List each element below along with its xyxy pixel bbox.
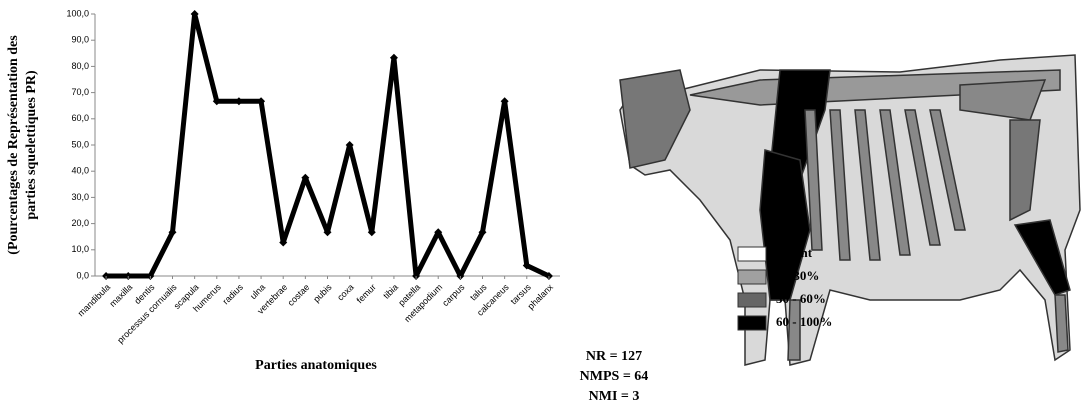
x-tick-label: tibia [381, 282, 400, 301]
y-axis-title: (Pourcentages de Représentation des [6, 35, 21, 255]
marker [478, 228, 487, 237]
y-tick-label: 40,0 [71, 166, 89, 176]
x-tick-label: ulna [248, 282, 267, 301]
x-tick-label: costae [286, 282, 312, 308]
marker [345, 141, 354, 149]
y-tick-label: 50,0 [71, 139, 89, 149]
legend-swatch [737, 269, 767, 285]
marker [257, 97, 266, 106]
marker [190, 10, 199, 18]
marker [279, 238, 288, 247]
x-axis-title: Parties anatomiques [255, 358, 377, 373]
x-tick-label: maxilla [107, 282, 134, 309]
x-tick-label: femur [355, 282, 378, 305]
stat-label: NR = 127 [586, 349, 642, 364]
x-tick-label: pubis [311, 282, 334, 305]
y-axis-title: parties squelettiques PR) [24, 70, 39, 220]
y-tick-label: 30,0 [71, 192, 89, 202]
line [106, 11, 550, 279]
marker [389, 53, 398, 62]
y-tick-label: 90,0 [71, 35, 89, 45]
marker [168, 228, 177, 237]
marker [234, 97, 243, 106]
marker [434, 228, 443, 237]
x-tick-label: coxa [335, 282, 356, 303]
y-tick-label: 70,0 [71, 87, 89, 97]
x-tick-label: carpus [440, 282, 467, 309]
marker [212, 97, 221, 106]
legend-swatch [737, 246, 767, 262]
y-tick-label: 100,0 [66, 8, 89, 18]
y-tick-label: 10,0 [71, 244, 89, 254]
legend-label: 60 - 100% [776, 314, 832, 329]
legend-label: 30 - 60% [776, 291, 826, 306]
y-tick-label: 0,0 [76, 270, 89, 280]
marker [522, 261, 531, 270]
cow-illustration [619, 54, 1081, 366]
marker [323, 228, 332, 237]
y-tick-label: 80,0 [71, 61, 89, 71]
legend-swatch [737, 315, 767, 331]
marker [367, 228, 376, 237]
x-tick-label: radius [221, 282, 246, 307]
y-tick-label: 60,0 [71, 113, 89, 123]
y-tick-label: 20,0 [71, 218, 89, 228]
stat-label: NMI = 3 [589, 389, 640, 404]
marker [500, 97, 509, 106]
legend-label: 0 - 30% [776, 268, 819, 283]
marker [301, 173, 310, 182]
legend-label: absent [776, 245, 813, 260]
legend-swatch [737, 292, 767, 308]
x-tick-label: phalanx [526, 282, 556, 312]
stat-label: NMPS = 64 [580, 369, 649, 384]
x-tick-label: mandibula [76, 282, 112, 318]
